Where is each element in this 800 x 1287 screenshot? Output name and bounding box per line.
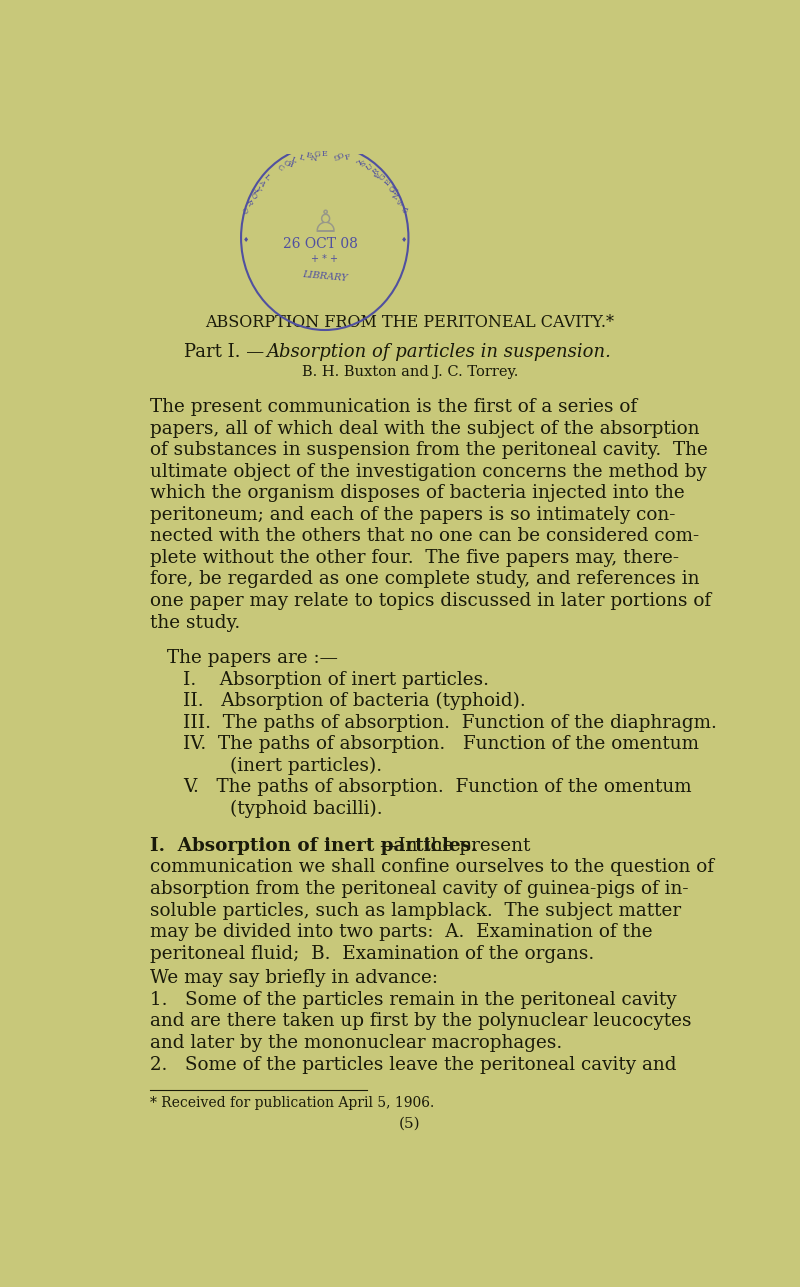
Text: Y: Y bbox=[252, 184, 262, 193]
Text: G: G bbox=[332, 151, 340, 160]
Text: R: R bbox=[371, 167, 381, 178]
Text: G: G bbox=[314, 151, 321, 160]
Text: plete without the other four.  The five papers may, there-: plete without the other four. The five p… bbox=[150, 550, 679, 566]
Text: E: E bbox=[382, 178, 393, 188]
Text: The present communication is the first of a series of: The present communication is the first o… bbox=[150, 398, 638, 416]
Text: —In the present: —In the present bbox=[380, 837, 530, 855]
Text: 26 OCT 08: 26 OCT 08 bbox=[283, 237, 358, 251]
Text: III.  The paths of absorption.  Function of the diaphragm.: III. The paths of absorption. Function o… bbox=[183, 714, 717, 732]
Text: C: C bbox=[275, 162, 285, 172]
Text: IV.  The paths of absorption.   Function of the omentum: IV. The paths of absorption. Function of… bbox=[183, 735, 699, 753]
Text: U: U bbox=[365, 162, 374, 172]
Text: 2.   Some of the particles leave the peritoneal cavity and: 2. Some of the particles leave the perit… bbox=[150, 1055, 677, 1073]
Text: N: N bbox=[392, 190, 402, 201]
Text: * Received for publication April 5, 1906.: * Received for publication April 5, 1906… bbox=[150, 1097, 434, 1111]
Text: + * +: + * + bbox=[311, 254, 338, 264]
Text: E: E bbox=[287, 157, 296, 166]
Text: papers, all of which deal with the subject of the absorption: papers, all of which deal with the subje… bbox=[150, 420, 700, 438]
Text: communication we shall confine ourselves to the question of: communication we shall confine ourselves… bbox=[150, 858, 714, 876]
Text: ABSORPTION FROM THE PERITONEAL CAVITY.*: ABSORPTION FROM THE PERITONEAL CAVITY.* bbox=[206, 314, 614, 331]
Text: ♦: ♦ bbox=[401, 237, 407, 243]
Text: 1.   Some of the particles remain in the peritoneal cavity: 1. Some of the particles remain in the p… bbox=[150, 991, 677, 1009]
Text: F: F bbox=[252, 184, 262, 194]
Text: O: O bbox=[337, 152, 345, 161]
Text: E: E bbox=[322, 151, 328, 158]
Text: may be divided into two parts:  A.  Examination of the: may be divided into two parts: A. Examin… bbox=[150, 923, 653, 941]
Text: fore, be regarded as one complete study, and references in: fore, be regarded as one complete study,… bbox=[150, 570, 700, 588]
Text: O: O bbox=[282, 158, 291, 169]
Text: absorption from the peritoneal cavity of guinea-pigs of in-: absorption from the peritoneal cavity of… bbox=[150, 880, 689, 898]
Text: ♙: ♙ bbox=[311, 210, 338, 238]
Text: ultimate object of the investigation concerns the method by: ultimate object of the investigation con… bbox=[150, 463, 707, 480]
Text: one paper may relate to topics discussed in later portions of: one paper may relate to topics discussed… bbox=[150, 592, 711, 610]
Text: S: S bbox=[396, 198, 406, 207]
Text: B. H. Buxton and J. C. Torrey.: B. H. Buxton and J. C. Torrey. bbox=[302, 366, 518, 380]
Text: We may say briefly in advance:: We may say briefly in advance: bbox=[150, 969, 438, 987]
Text: soluble particles, such as lampblack.  The subject matter: soluble particles, such as lampblack. Th… bbox=[150, 902, 682, 920]
Text: L: L bbox=[354, 157, 362, 166]
Text: and are there taken up first by the polynuclear leucocytes: and are there taken up first by the poly… bbox=[150, 1013, 692, 1031]
Text: A: A bbox=[257, 178, 266, 188]
Text: ♦: ♦ bbox=[242, 237, 249, 243]
Text: peritoneum; and each of the papers is so intimately con-: peritoneum; and each of the papers is so… bbox=[150, 506, 676, 524]
Text: Part I. —: Part I. — bbox=[184, 342, 264, 360]
Text: The papers are :—: The papers are :— bbox=[167, 649, 338, 667]
Text: F: F bbox=[345, 153, 352, 162]
Text: nected with the others that no one can be considered com-: nected with the others that no one can b… bbox=[150, 528, 699, 546]
Text: V.   The paths of absorption.  Function of the omentum: V. The paths of absorption. Function of … bbox=[183, 779, 691, 797]
Text: peritoneal fluid;  B.  Examination of the organs.: peritoneal fluid; B. Examination of the … bbox=[150, 945, 594, 963]
Text: O: O bbox=[387, 184, 398, 194]
Text: A: A bbox=[373, 167, 382, 178]
Text: O: O bbox=[247, 190, 258, 201]
Text: N: N bbox=[387, 184, 398, 194]
Text: L: L bbox=[298, 153, 305, 162]
Text: E: E bbox=[306, 152, 313, 161]
Text: N: N bbox=[310, 151, 318, 160]
Text: R: R bbox=[244, 198, 254, 207]
Text: and later by the mononuclear macrophages.: and later by the mononuclear macrophages… bbox=[150, 1033, 562, 1051]
Text: L: L bbox=[290, 156, 298, 165]
Text: LIBRARY: LIBRARY bbox=[302, 270, 348, 283]
Text: (inert particles).: (inert particles). bbox=[183, 757, 382, 775]
Text: the study.: the study. bbox=[150, 614, 241, 632]
Text: of substances in suspension from the peritoneal cavity.  The: of substances in suspension from the per… bbox=[150, 441, 708, 459]
Text: G: G bbox=[377, 172, 387, 183]
Text: II.   Absorption of bacteria (typhoid).: II. Absorption of bacteria (typhoid). bbox=[183, 692, 526, 710]
Text: I.  Absorption of inert particles.: I. Absorption of inert particles. bbox=[150, 837, 478, 855]
Text: which the organism disposes of bacteria injected into the: which the organism disposes of bacteria … bbox=[150, 484, 685, 502]
Text: Absorption of particles in suspension.: Absorption of particles in suspension. bbox=[266, 342, 611, 360]
Text: I.    Absorption of inert particles.: I. Absorption of inert particles. bbox=[183, 671, 489, 689]
Text: S: S bbox=[358, 158, 367, 169]
Text: D: D bbox=[398, 205, 408, 214]
Text: (5): (5) bbox=[399, 1117, 421, 1131]
Text: L: L bbox=[262, 172, 272, 181]
Text: (typhoid bacilli).: (typhoid bacilli). bbox=[183, 799, 382, 819]
Text: O: O bbox=[242, 205, 251, 214]
